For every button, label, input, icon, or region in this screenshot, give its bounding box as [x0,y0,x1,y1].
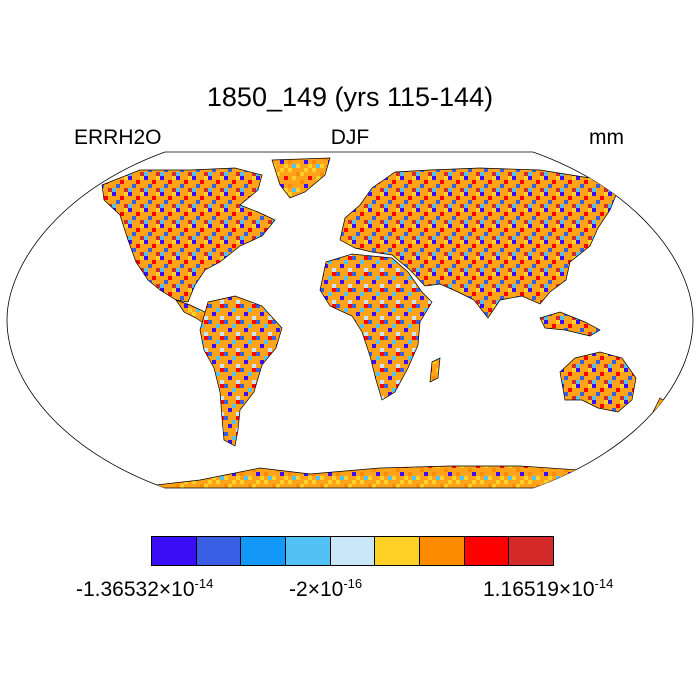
colorbar-min-label: -1.36532×10-14 [76,576,214,601]
colorbar-box-2 [196,537,242,565]
variable-label: ERRH2O [74,126,162,149]
plot-title: 1850_149 (yrs 115-144) [206,82,494,112]
landmass-greenland [271,157,331,199]
units-label: mm [589,126,624,149]
colorbar-box-3 [241,537,287,565]
colorbar-mid-label: -2×10-16 [289,576,363,601]
colorbar-max-label: 1.16519×10-14 [483,576,614,601]
landmass-madagascar [429,357,441,383]
landmass-indonesia [539,311,601,337]
colorbar-box-9 [509,537,554,565]
colorbar [151,536,554,566]
landmass-africa [319,253,433,401]
landmass-eurasia [339,167,619,319]
colorbar-box-5 [330,537,376,565]
colorbar-box-4 [286,537,331,565]
landmass-south-america [199,295,283,447]
season-label: DJF [330,126,370,149]
colorbar-box-7 [420,537,465,565]
colorbar-box-1 [152,537,197,565]
colorbar-box-8 [464,537,510,565]
landmass-north-america [101,167,276,303]
landmass-australia [559,351,637,413]
colorbar-box-6 [375,537,421,565]
